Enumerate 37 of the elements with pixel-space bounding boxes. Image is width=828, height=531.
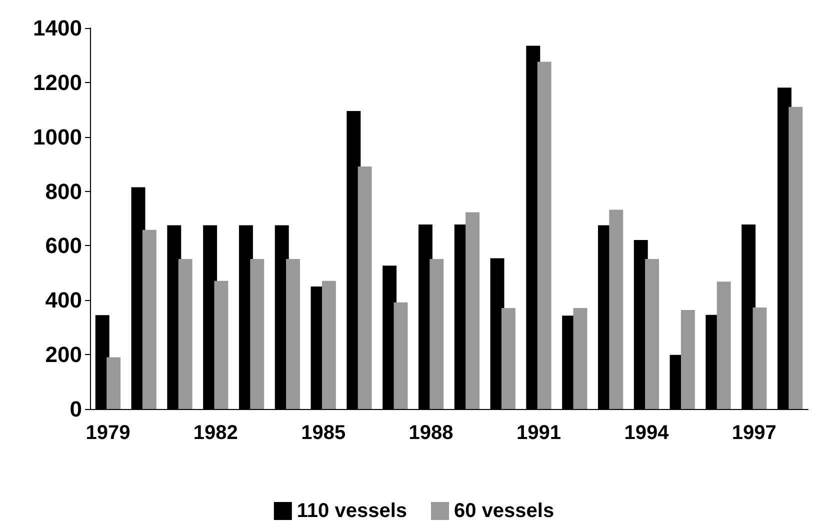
bar [358,166,372,409]
bar [250,259,264,409]
y-tick-label: 800 [45,178,82,204]
x-tick-label: 1991 [516,422,561,444]
x-tick-label: 1985 [301,422,346,444]
bar [394,302,408,409]
bar [322,280,336,409]
bar [788,106,803,409]
bar [609,210,624,409]
bar [466,212,480,409]
y-tick-label: 1200 [33,70,82,95]
bar [537,62,552,409]
x-tick-label: 1994 [624,422,670,444]
legend-label: 60 vessels [454,500,554,522]
y-tick-label: 400 [45,288,82,313]
bar [106,357,121,409]
bar [142,230,156,409]
bar [716,282,731,409]
y-tick-label: 600 [45,233,82,258]
bar [680,310,695,409]
y-tick-label: 0 [70,396,82,422]
x-tick-label: 1982 [193,422,238,444]
bar [286,259,300,409]
y-tick-label: 200 [45,342,82,368]
bar [752,307,767,409]
bar [214,280,228,409]
bar [645,259,660,409]
bar [501,308,516,409]
legend-label: 110 vessels [296,500,408,522]
y-tick-label: 1400 [33,16,82,40]
bar [573,308,588,409]
y-tick-label: 1000 [33,124,82,150]
x-tick-label: 1997 [732,422,776,444]
bar [430,259,444,409]
x-tick-label: 1988 [408,422,454,444]
bar [178,259,192,409]
x-tick-label: 1979 [86,422,130,444]
